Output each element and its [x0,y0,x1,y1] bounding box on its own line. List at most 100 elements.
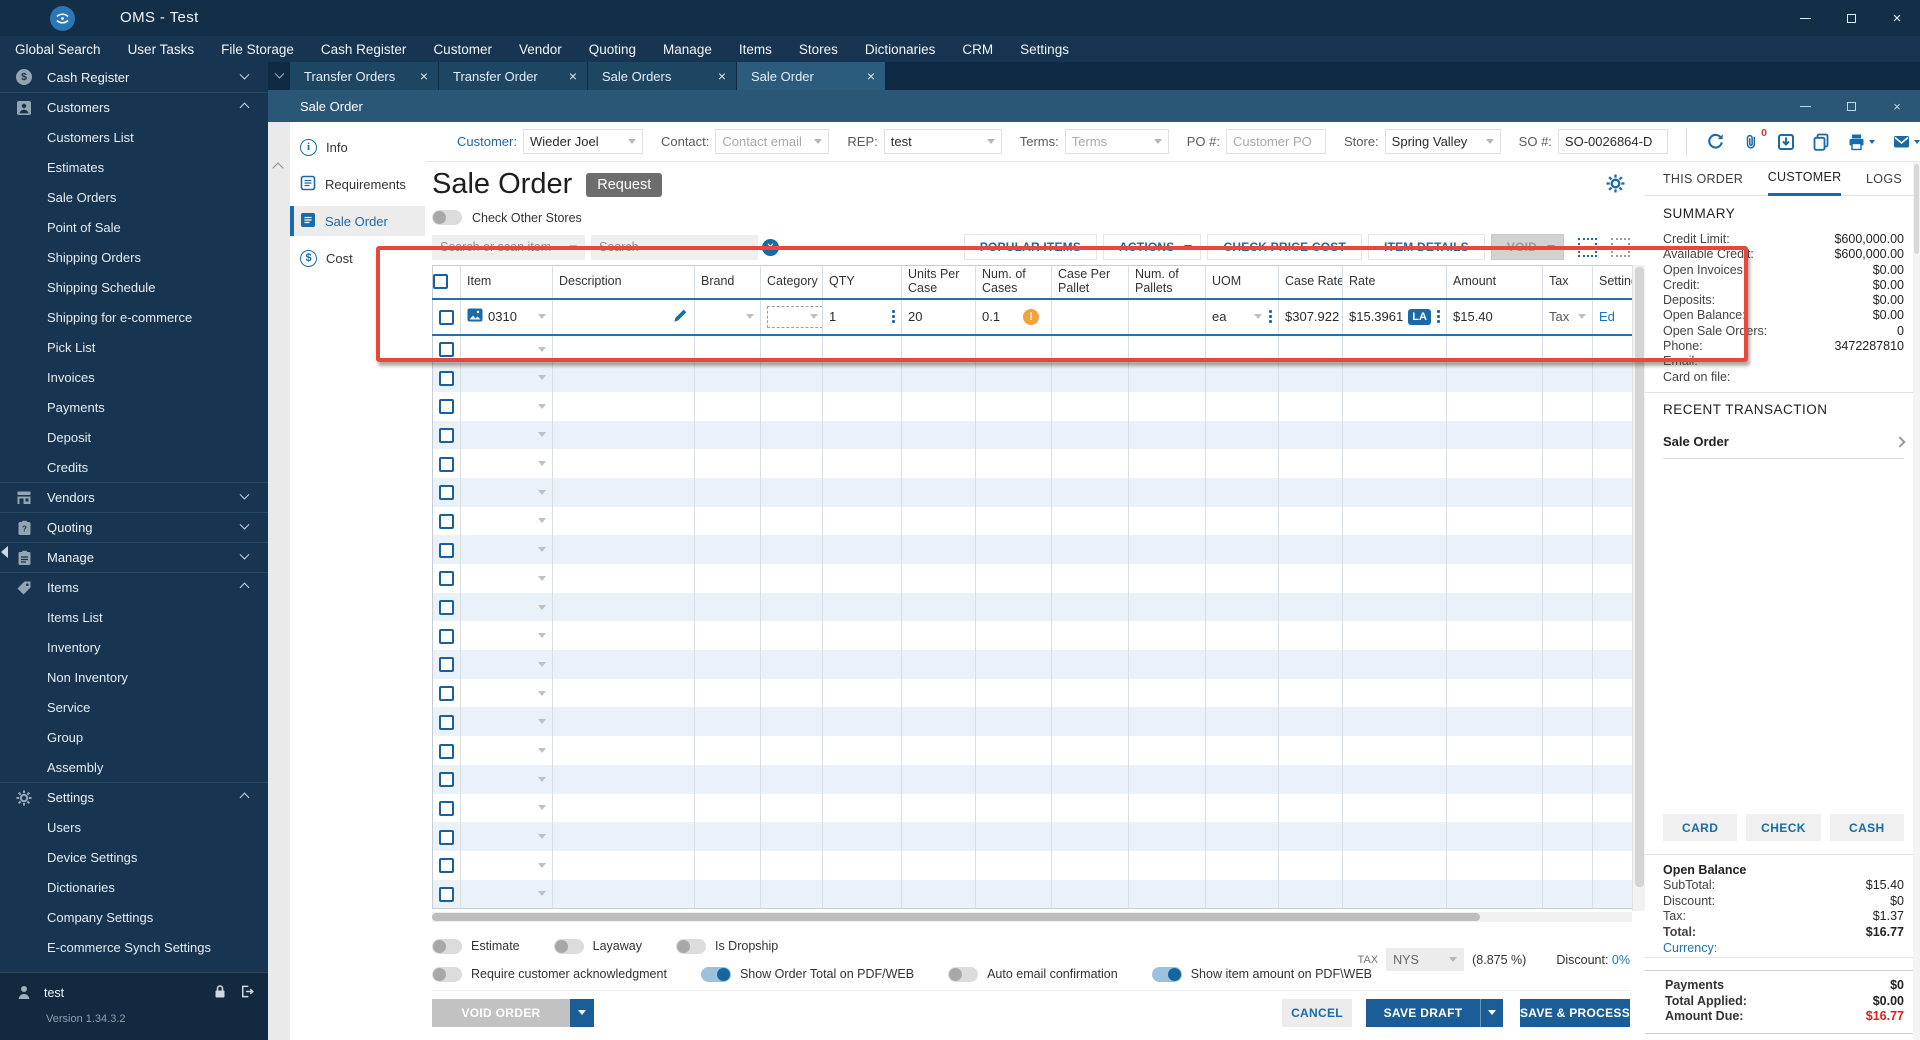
sidebar-item-dictionaries[interactable]: Dictionaries [47,879,115,895]
sidebar-item-inventory[interactable]: Inventory [47,639,101,655]
table-row[interactable] [432,592,1633,622]
sidebar-item-deposit[interactable]: Deposit [47,429,92,445]
table-row[interactable] [432,736,1633,765]
menu-quoting[interactable]: Quoting [588,41,637,57]
menu-manage[interactable]: Manage [663,41,712,57]
menu-global-search[interactable]: Global Search [15,41,101,57]
sidebar-collapse-icon[interactable] [1,546,8,558]
layaway-toggle[interactable] [553,938,584,954]
estimate-toggle[interactable] [432,938,462,954]
column-header-case-rate[interactable]: Case Rate [1278,265,1343,300]
more-options-icon[interactable] [1269,310,1272,323]
row-checkbox[interactable] [439,370,454,386]
nav-info[interactable]: i Info [290,132,425,162]
chevron-up-icon[interactable] [272,162,284,174]
nav-cost[interactable]: $ Cost [290,243,425,273]
column-header-num-of-pallets[interactable]: Num. of Pallets [1128,265,1206,300]
lock-icon[interactable] [213,984,227,1002]
column-header-amount[interactable]: Amount [1446,265,1543,300]
table-row[interactable] [432,564,1633,593]
sidebar-item-shipping-ecommerce[interactable]: Shipping for e-commerce [47,309,193,325]
sidebar-item-shipping-orders[interactable]: Shipping Orders [47,249,141,265]
sidebar-item-customers-list[interactable]: Customers List [47,129,134,145]
menu-dictionaries[interactable]: Dictionaries [864,41,936,57]
row-checkbox[interactable] [439,657,454,673]
close-icon[interactable]: × [419,68,428,84]
sidebar-item-customers[interactable]: Customers [0,92,268,122]
restore-button[interactable] [1828,0,1874,36]
menu-vendor[interactable]: Vendor [518,41,562,57]
tab-logs[interactable]: LOGS [1866,171,1902,186]
table-row[interactable] [432,420,1633,450]
cancel-button[interactable]: CANCEL [1282,998,1352,1027]
tax-select[interactable]: NYS [1386,948,1465,971]
sidebar-item-estimates[interactable]: Estimates [47,159,105,175]
inner-restore-button[interactable] [1828,90,1874,122]
show-item-amount-toggle[interactable] [1151,966,1182,982]
sidebar-item-ecommerce-synch-settings[interactable]: E-commerce Synch Settings [47,939,212,955]
sidebar-item-quoting[interactable]: ? Quoting [0,512,268,542]
category-select[interactable] [767,305,822,328]
check-button[interactable]: CHECK [1746,814,1821,841]
menu-stores[interactable]: Stores [798,41,838,57]
amount-value[interactable]: $15.40 [1453,309,1493,324]
item-search-mode-select[interactable]: Search or scan item [432,234,585,260]
row-checkbox[interactable] [439,772,454,788]
row-checkbox[interactable] [439,600,454,616]
store-select[interactable] [1384,129,1501,154]
rep-input[interactable] [890,134,987,149]
clear-search-icon[interactable]: ✕ [762,238,779,256]
terms-select[interactable] [1064,129,1169,154]
sidebar-item-manage[interactable]: Manage [0,542,268,572]
column-header-num-of-cases[interactable]: Num. of Cases [975,265,1052,300]
table-row[interactable] [432,879,1633,909]
table-row[interactable] [432,822,1633,851]
minimize-button[interactable] [1782,0,1828,36]
save-and-process-button[interactable]: SAVE & PROCESS [1520,998,1630,1027]
table-row[interactable] [432,850,1633,880]
sidebar-item-company-settings[interactable]: Company Settings [47,909,154,925]
case-rate-value[interactable]: $307.922 [1285,309,1340,324]
row-checkbox[interactable] [439,858,454,874]
column-header-item[interactable]: Item [460,265,553,300]
sidebar-item-point-of-sale[interactable]: Point of Sale [47,219,121,235]
table-row[interactable] [432,535,1633,564]
require-customer-acknowledgment-toggle[interactable] [432,966,462,982]
row-checkbox[interactable] [439,427,454,443]
search-input-box[interactable] [591,234,758,260]
tab-sale-order[interactable]: Sale Order × [737,62,885,90]
sidebar-item-group[interactable]: Group [47,729,84,745]
row-checkbox[interactable] [439,829,454,845]
table-row[interactable] [432,334,1633,364]
tab-overflow-icon[interactable] [268,62,290,90]
close-icon[interactable]: × [568,68,577,84]
grid-layout-icon[interactable] [1611,237,1630,257]
select-all-checkbox[interactable] [433,274,448,290]
column-header-uom[interactable]: UOM [1205,265,1279,300]
sidebar-item-invoices[interactable]: Invoices [47,369,95,385]
store-input[interactable] [1391,134,1486,149]
sidebar-item-pick-list[interactable]: Pick List [47,339,96,355]
po-input-box[interactable] [1225,129,1326,154]
po-input[interactable] [1232,134,1319,149]
column-header-category[interactable]: Category [760,265,823,300]
edit-description-icon[interactable] [672,307,688,326]
is-dropship-toggle[interactable] [675,938,706,954]
table-row[interactable] [432,707,1633,737]
cash-button[interactable]: CASH [1829,814,1904,841]
units-per-case-value[interactable]: 20 [908,309,923,324]
column-header-brand[interactable]: Brand [694,265,761,300]
rate-value[interactable]: $15.3961 [1349,309,1404,324]
menu-crm[interactable]: CRM [962,41,994,57]
row-checkbox[interactable] [439,399,454,415]
row-checkbox[interactable] [439,714,454,730]
sidebar-item-non-inventory[interactable]: Non Inventory [47,669,128,685]
column-header-qty[interactable]: QTY [822,265,902,300]
email-icon[interactable] [1892,133,1920,151]
table-row[interactable] [432,793,1633,823]
menu-customer[interactable]: Customer [433,41,492,57]
check-other-stores-toggle[interactable] [432,210,462,225]
panel-scrollbar[interactable] [1913,162,1920,1040]
qty-value[interactable]: 1 [829,309,837,324]
save-draft-dropdown[interactable] [1480,998,1503,1027]
